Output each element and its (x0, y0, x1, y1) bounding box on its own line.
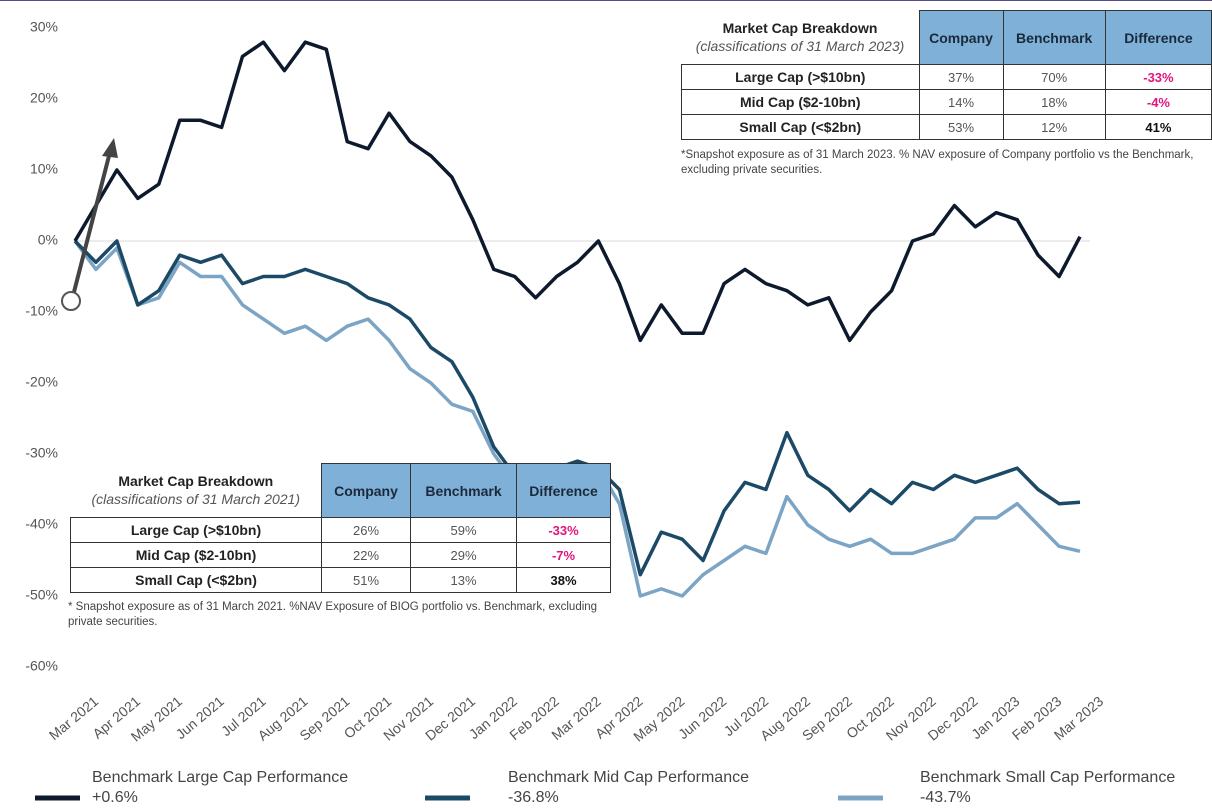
table-row: Mid Cap ($2-10bn) 22% 29% -7% (70, 542, 611, 568)
data-table: Market Cap Breakdown (classifications of … (681, 10, 1212, 140)
legend-name: Benchmark Mid Cap Performance (508, 769, 749, 786)
y-tick-label: -50% (25, 587, 58, 603)
table-cell: -33% (516, 517, 611, 543)
header-row: Market Cap Breakdown (classifications of … (682, 10, 1212, 65)
table-title: Market Cap Breakdown (722, 20, 878, 37)
table-cell: Mid Cap ($2-10bn) (70, 542, 322, 568)
table-cell: 59% (410, 517, 517, 543)
y-tick-label: -10% (25, 303, 58, 319)
table-cell: Large Cap (>$10bn) (681, 64, 920, 90)
table-cell: 70% (1002, 64, 1106, 90)
legend-value: -43.7% (920, 789, 971, 806)
column-header: Difference (1104, 10, 1212, 65)
table-cell: 12% (1002, 114, 1106, 140)
arrow-annotation (61, 138, 118, 311)
table-cell: 22% (321, 542, 411, 568)
data-table: Market Cap Breakdown (classifications of … (70, 463, 611, 593)
table-row: Small Cap (<$2bn) 51% 13% 38% (70, 567, 611, 593)
y-tick-label: 0% (38, 232, 58, 248)
legend-value: -36.8% (508, 789, 559, 806)
table-note: *Snapshot exposure as of 31 March 2023. … (681, 149, 1194, 176)
table-subtitle: (classifications of 31 March 2021) (91, 491, 301, 508)
legend-item: Benchmark Large Cap Performance +0.6% (92, 768, 348, 808)
table-title-cell: Market Cap Breakdown (classifications of … (71, 464, 322, 518)
column-header: Benchmark (1002, 10, 1106, 65)
y-tick-label: -20% (25, 374, 58, 390)
table-cell: Mid Cap ($2-10bn) (681, 89, 920, 115)
column-header: Company (918, 10, 1004, 65)
table-subtitle: (classifications of 31 March 2023) (695, 38, 905, 55)
legend-value: +0.6% (92, 789, 138, 806)
table-cell: 13% (410, 567, 517, 593)
y-tick-label: -40% (25, 516, 58, 532)
table-cell: 53% (918, 114, 1004, 140)
table-cell: 18% (1002, 89, 1106, 115)
table-row: Small Cap (<$2bn) 53% 12% 41% (681, 114, 1212, 140)
table-title: Market Cap Breakdown (118, 473, 274, 490)
table-cell: -4% (1104, 89, 1212, 115)
table-cell: 26% (321, 517, 411, 543)
table-note: * Snapshot exposure as of 31 March 2021.… (68, 601, 598, 628)
table-row: Mid Cap ($2-10bn) 14% 18% -4% (681, 89, 1212, 115)
table-cell: 37% (918, 64, 1004, 90)
legend-name: Benchmark Small Cap Performance (920, 769, 1176, 786)
y-tick-label: 20% (30, 90, 58, 106)
table-cell: 14% (918, 89, 1004, 115)
table-cell: Large Cap (>$10bn) (70, 517, 322, 543)
y-tick-label: -60% (25, 658, 58, 674)
table-cell: Small Cap (<$2bn) (681, 114, 920, 140)
table-cell: -33% (1104, 64, 1212, 90)
series-line (73, 239, 1081, 577)
table-row: Large Cap (>$10bn) 26% 59% -33% (70, 517, 611, 543)
legend-item: Benchmark Small Cap Performance -43.7% (920, 768, 1175, 808)
column-header: Difference (516, 463, 611, 518)
column-header: Company (321, 463, 411, 518)
legend-name: Benchmark Large Cap Performance (92, 769, 349, 786)
y-tick-label: 10% (30, 161, 58, 177)
table-title-cell: Market Cap Breakdown (classifications of … (682, 11, 920, 65)
table-cell: -7% (516, 542, 611, 568)
x-tick-label: Mar 2021 (46, 693, 102, 743)
table-row: Large Cap (>$10bn) 37% 70% -33% (681, 64, 1212, 90)
table-cell: Small Cap (<$2bn) (70, 567, 322, 593)
legend-item: Benchmark Mid Cap Performance -36.8% (508, 768, 749, 808)
table-cell: 38% (516, 567, 611, 593)
table-cell: 29% (410, 542, 517, 568)
table-cell: 41% (1104, 114, 1212, 140)
series-line (73, 40, 1082, 343)
header-row: Market Cap Breakdown (classifications of … (71, 463, 611, 518)
column-header: Benchmark (410, 463, 517, 518)
table-cell: 51% (321, 567, 411, 593)
y-tick-label: 30% (30, 19, 58, 35)
y-tick-label: -30% (25, 445, 58, 461)
